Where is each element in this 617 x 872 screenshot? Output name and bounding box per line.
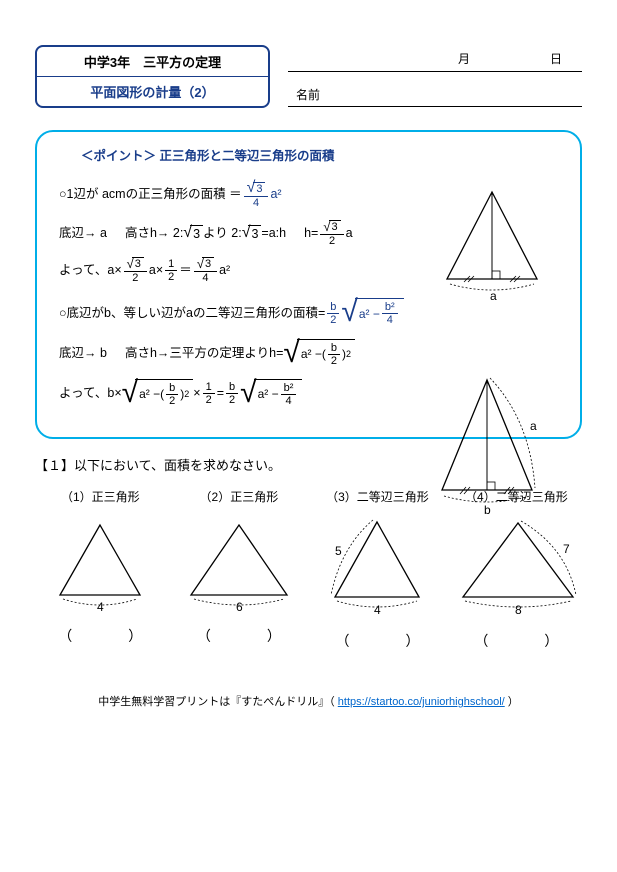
diagram-label-base-b: b: [484, 503, 491, 517]
worksheet-subtitle: 平面図形の計量（2）: [37, 77, 268, 106]
problem-label: （1）正三角形: [35, 488, 166, 505]
svg-text:5: 5: [335, 544, 342, 558]
header: 中学3年 三平方の定理 平面図形の計量（2） 月 日 名前: [35, 45, 582, 108]
isosceles-diagram: a b: [422, 372, 552, 522]
problem-2: （2）正三角形 6 （ ）: [174, 488, 305, 651]
svg-text:8: 8: [515, 603, 522, 617]
title-box: 中学3年 三平方の定理 平面図形の計量（2）: [35, 45, 270, 108]
month-label: 月: [458, 50, 470, 67]
date-underline: [288, 70, 582, 72]
triangle-icon: 4: [45, 517, 155, 612]
grade-title: 中学3年 三平方の定理: [37, 47, 268, 77]
footer: 中学生無料学習プリントは『すたぺんドリル』（ https://startoo.c…: [35, 693, 582, 709]
header-right: 月 日 名前: [288, 45, 582, 107]
point-box: ＜ポイント＞ 正三角形と二等辺三角形の面積 a a b: [35, 130, 582, 439]
point-heading: ＜ポイント＞ 正三角形と二等辺三角形の面積: [59, 148, 560, 165]
diagram-label-side-a: a: [530, 419, 537, 433]
svg-text:6: 6: [236, 600, 243, 612]
svg-text:7: 7: [563, 542, 570, 556]
footer-text-prefix: 中学生無料学習プリントは『すたぺんドリル』（: [98, 696, 338, 708]
problem-1: （1）正三角形 4 （ ）: [35, 488, 166, 651]
problem-label: （2）正三角形: [174, 488, 305, 505]
diagram-label-a: a: [490, 289, 497, 303]
equilateral-diagram: a: [432, 184, 552, 304]
triangle-icon: 6: [179, 517, 299, 612]
name-underline: [288, 105, 582, 107]
line1-prefix: ○1辺が acmの正三角形の面積 ＝: [59, 186, 242, 203]
triangle-icon: 7 8: [451, 517, 586, 617]
name-label: 名前: [288, 86, 582, 105]
line1-suffix: a²: [270, 186, 281, 203]
triangle-icon: 5 4: [317, 517, 437, 617]
footer-link[interactable]: https://startoo.co/juniorhighschool/: [338, 696, 505, 708]
day-label: 日: [550, 50, 562, 67]
svg-text:4: 4: [374, 603, 381, 617]
footer-text-suffix: ）: [508, 696, 519, 708]
point-line-5: 底辺→ b 高さh→三平方の定理よりh= √ a² − (b2) 2: [59, 339, 560, 369]
svg-text:4: 4: [97, 600, 104, 612]
